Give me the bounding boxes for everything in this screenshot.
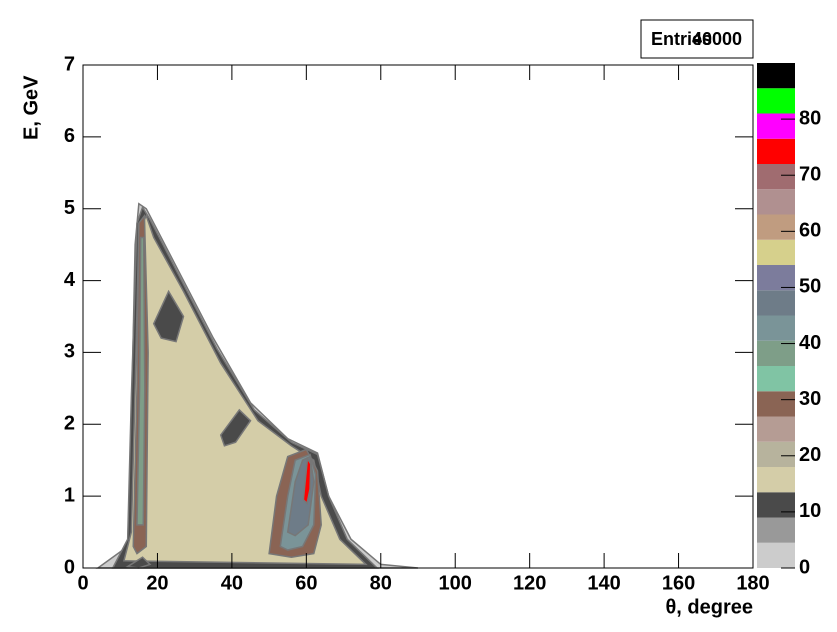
z-tick-label: 60 xyxy=(799,220,821,242)
x-axis-label: θ, degree xyxy=(665,596,753,618)
palette-swatch xyxy=(757,492,795,518)
z-tick-label: 70 xyxy=(799,164,821,186)
palette-swatch xyxy=(757,138,795,164)
palette-swatch xyxy=(757,366,795,392)
y-tick-label: 7 xyxy=(64,53,75,75)
x-tick-label: 40 xyxy=(221,572,243,594)
palette-swatch xyxy=(757,391,795,417)
palette-swatch xyxy=(757,214,795,240)
x-tick-label: 0 xyxy=(77,572,88,594)
stats-box xyxy=(640,19,754,59)
y-axis-label: E, GeV xyxy=(20,75,42,140)
z-tick-label: 50 xyxy=(799,276,821,298)
z-tick-label: 40 xyxy=(799,332,821,354)
y-tick-label: 3 xyxy=(64,341,75,363)
palette-swatch xyxy=(757,290,795,316)
contour-region xyxy=(152,289,185,343)
palette-swatch xyxy=(757,441,795,467)
y-tick-label: 6 xyxy=(64,125,75,147)
x-tick-label: 100 xyxy=(439,572,472,594)
z-tick-label: 10 xyxy=(799,500,821,522)
palette-swatch xyxy=(757,164,795,190)
y-tick-label: 0 xyxy=(64,556,75,578)
contour-region xyxy=(302,456,312,505)
palette-swatch xyxy=(757,239,795,265)
y-tick-label: 1 xyxy=(64,484,75,506)
palette-swatch xyxy=(757,88,795,114)
x-tick-label: 20 xyxy=(146,572,168,594)
z-tick-label: 0 xyxy=(799,556,810,578)
palette-swatch xyxy=(757,416,795,442)
contour-region xyxy=(136,236,146,526)
stats-label: Entries xyxy=(651,29,712,49)
x-tick-label: 120 xyxy=(513,572,546,594)
palette-swatch xyxy=(757,542,795,568)
z-tick-label: 30 xyxy=(799,388,821,410)
palette-swatch xyxy=(757,340,795,366)
x-tick-label: 60 xyxy=(295,572,317,594)
y-tick-label: 4 xyxy=(64,269,76,291)
x-tick-label: 140 xyxy=(587,572,620,594)
palette-swatch xyxy=(757,63,795,89)
x-tick-label: 180 xyxy=(736,572,769,594)
palette-swatch xyxy=(757,517,795,543)
x-tick-label: 160 xyxy=(662,572,695,594)
x-tick-label: 80 xyxy=(370,572,392,594)
palette-swatch xyxy=(757,189,795,215)
z-tick-label: 80 xyxy=(799,107,821,129)
palette-swatch xyxy=(757,315,795,341)
z-tick-label: 20 xyxy=(799,444,821,466)
y-tick-label: 2 xyxy=(64,413,75,435)
y-tick-label: 5 xyxy=(64,197,75,219)
palette-swatch xyxy=(757,467,795,493)
palette-swatch xyxy=(757,265,795,291)
contour-region xyxy=(219,408,252,447)
stats-value: 40000 xyxy=(692,29,742,49)
palette-swatch xyxy=(757,113,795,139)
plot-frame xyxy=(82,64,754,569)
